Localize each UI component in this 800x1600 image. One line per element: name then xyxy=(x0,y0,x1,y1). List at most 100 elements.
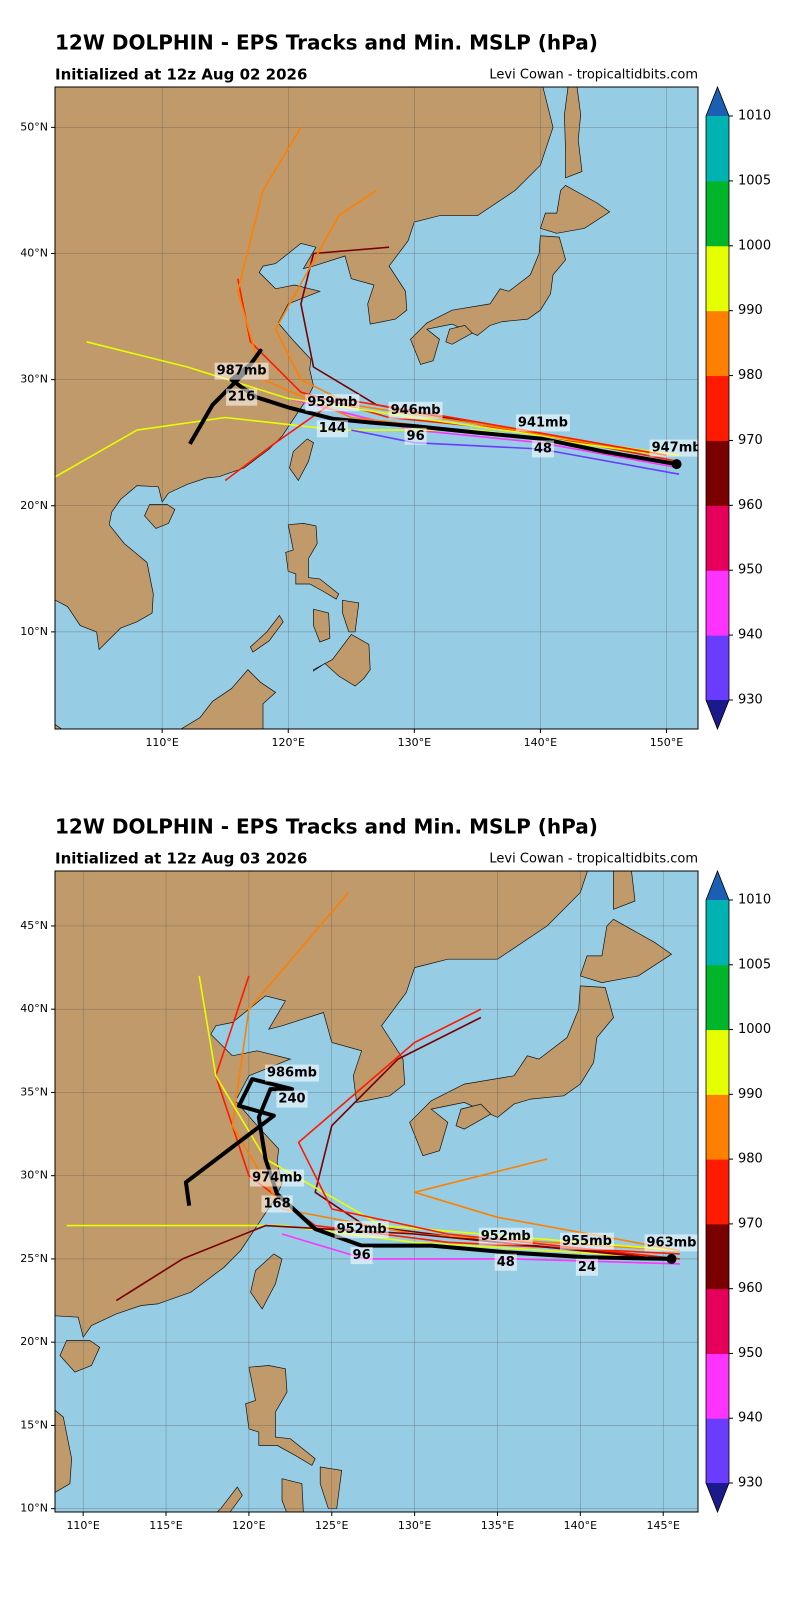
member-track xyxy=(86,341,680,457)
land xyxy=(59,1340,101,1373)
colorbar-label: 940 xyxy=(738,628,763,643)
colorbar-label: 930 xyxy=(738,1476,763,1491)
track-label: 24 xyxy=(578,1260,596,1275)
colorbar-band xyxy=(706,310,729,377)
colorbar-band xyxy=(706,1094,729,1160)
x-tick-label: 150°E xyxy=(650,736,683,749)
track-label: 240 xyxy=(278,1092,305,1107)
label-box xyxy=(214,362,269,380)
y-tick-label: 20°N xyxy=(20,1335,48,1348)
colorbar-label: 980 xyxy=(738,368,763,383)
label-box xyxy=(261,1195,293,1213)
colorbar-label: 1000 xyxy=(738,238,771,253)
colorbar-band xyxy=(706,570,729,636)
track-label: 955mb xyxy=(562,1234,612,1249)
label-box xyxy=(388,401,443,419)
map-layer: 947mb 941mb 48 946mb 96 959mb 144 987mb 216 xyxy=(55,87,702,729)
y-tick-label: 15°N xyxy=(20,1418,48,1431)
colorbar-band xyxy=(706,180,729,247)
credit: Levi Cowan - tropicaltidbits.com xyxy=(489,68,698,83)
label-box xyxy=(515,414,570,432)
colorbar-label: 1005 xyxy=(738,957,771,972)
x-tick-label: 135°E xyxy=(481,1519,514,1532)
colorbar-band xyxy=(706,900,729,966)
land xyxy=(313,608,331,643)
colorbar-label: 1010 xyxy=(738,893,771,908)
land xyxy=(285,523,340,600)
colorbar-extend xyxy=(706,700,729,729)
map-frame xyxy=(54,870,699,1513)
label-box xyxy=(226,388,258,406)
label-box xyxy=(531,440,554,458)
track-label: 952mb xyxy=(481,1229,531,1244)
track-label: 986mb xyxy=(267,1066,317,1081)
land xyxy=(409,985,614,1157)
y-tick-label: 10°N xyxy=(20,1502,48,1515)
colorbar-label: 970 xyxy=(738,433,763,448)
track-label: 96 xyxy=(353,1248,371,1263)
y-tick-label: 40°N xyxy=(20,1002,48,1015)
track-label: 963mb xyxy=(646,1235,696,1250)
label-box xyxy=(334,1221,389,1239)
x-tick-label: 130°E xyxy=(398,1519,431,1532)
land xyxy=(612,871,636,910)
y-tick-label: 30°N xyxy=(20,373,48,386)
label-box xyxy=(644,1234,698,1252)
x-tick-label: 110°E xyxy=(66,1519,99,1532)
track-label: 48 xyxy=(534,441,552,456)
colorbar-label: 990 xyxy=(738,1087,763,1102)
label-box xyxy=(559,1232,614,1250)
subtitle: Initialized at 12z Aug 02 2026 xyxy=(55,66,307,84)
label-box xyxy=(250,1169,305,1187)
map-frame xyxy=(54,86,699,730)
land xyxy=(539,184,611,234)
colorbar-label: 1000 xyxy=(738,1022,771,1037)
colorbar-label: 960 xyxy=(738,1281,763,1296)
label-box xyxy=(264,1064,319,1082)
land xyxy=(281,1478,304,1512)
x-tick-label: 110°E xyxy=(145,736,178,749)
label-box xyxy=(350,1247,373,1265)
land xyxy=(564,87,583,179)
y-tick-label: 20°N xyxy=(20,499,48,512)
land xyxy=(410,235,566,365)
colorbar-band xyxy=(706,635,729,701)
colorbar-label: 950 xyxy=(738,1346,763,1361)
y-tick-label: 50°N xyxy=(20,120,48,133)
label-box xyxy=(404,427,427,445)
colorbar-band xyxy=(706,440,729,506)
y-tick-label: 10°N xyxy=(20,625,48,638)
land xyxy=(445,325,473,345)
member-track xyxy=(231,892,680,1252)
subtitle: Initialized at 12z Aug 03 2026 xyxy=(55,850,307,868)
colorbar-label: 980 xyxy=(738,1152,763,1167)
colorbar-label: 950 xyxy=(738,563,763,578)
mean-track xyxy=(188,348,677,467)
track-label: 987mb xyxy=(217,364,267,379)
colorbar-band xyxy=(706,1159,729,1225)
x-tick-label: 115°E xyxy=(149,1519,182,1532)
colorbar-band xyxy=(706,1223,729,1290)
label-box xyxy=(305,394,360,412)
track-label: 168 xyxy=(263,1196,290,1211)
x-tick-label: 125°E xyxy=(315,1519,348,1532)
colorbar-label: 990 xyxy=(738,303,763,318)
colorbar-label: 970 xyxy=(738,1216,763,1231)
colorbar-label: 930 xyxy=(738,693,763,708)
land xyxy=(245,1365,316,1466)
colorbar-band xyxy=(706,245,729,312)
colorbar-label: 1010 xyxy=(738,109,771,124)
track-label: 947mb xyxy=(652,441,702,456)
colorbar-label: 960 xyxy=(738,498,763,513)
label-box xyxy=(494,1253,517,1271)
label-box xyxy=(478,1227,533,1245)
land xyxy=(249,614,284,653)
colorbar-band xyxy=(706,116,729,182)
land xyxy=(180,669,277,729)
y-tick-label: 35°N xyxy=(20,1085,48,1098)
member-track xyxy=(274,189,667,457)
member-track xyxy=(351,429,680,475)
land xyxy=(289,438,314,482)
mean-track-start xyxy=(671,459,682,470)
land xyxy=(455,1103,492,1130)
